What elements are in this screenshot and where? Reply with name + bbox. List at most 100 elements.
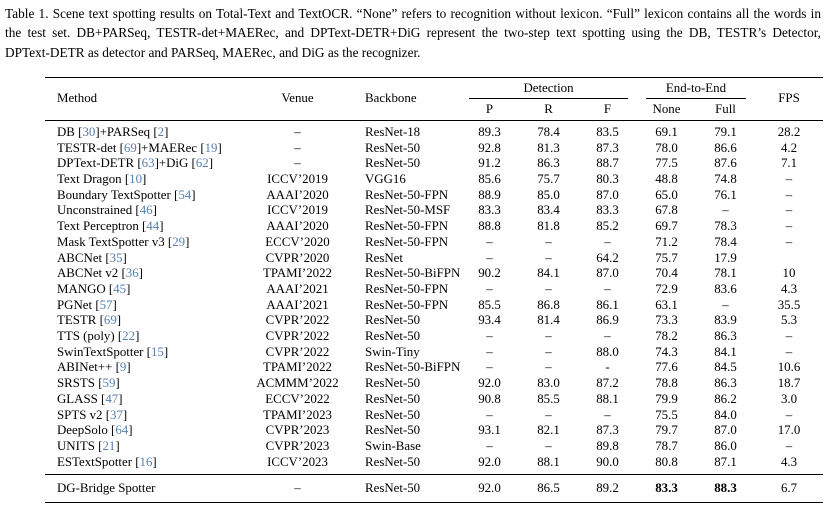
fps-cell: 10.6	[777, 360, 801, 375]
table-row: MANGO [45] AAAI’2021 ResNet-50-FPN – – – 72.9 8…	[45, 282, 823, 298]
backbone-cell: ResNet-50	[365, 407, 421, 422]
table-row: ABINet++ [9] TPAMI’2022 ResNet-50-BiFPN – – -…	[45, 360, 823, 376]
none-cell: 78.8	[655, 376, 678, 391]
citation-link[interactable]: 37	[110, 407, 123, 422]
none-cell: 71.2	[655, 234, 678, 249]
r-cell: –	[545, 344, 552, 359]
citation-link[interactable]: 57	[99, 297, 113, 312]
r-cell: 81.4	[537, 313, 560, 328]
citation-link[interactable]: 47	[105, 391, 119, 406]
citation-link[interactable]: 62	[195, 156, 209, 171]
citation-link[interactable]: 64	[115, 423, 129, 438]
method-cell: DB [30]+PARSeq [2]	[57, 124, 169, 139]
f-cell: –	[604, 234, 611, 249]
backbone-cell: ResNet-50	[355, 474, 460, 503]
method-cell: ABCNet v2 [36]	[57, 266, 143, 281]
none-cell: 72.9	[655, 281, 678, 296]
none-cell: 67.8	[655, 203, 678, 218]
p-cell: 92.0	[478, 454, 501, 469]
method-cell: Text Perceptron [44]	[57, 219, 164, 234]
citation-link[interactable]: 2	[157, 124, 165, 139]
backbone-cell: ResNet-50-FPN	[365, 219, 449, 234]
none-cell: 74.3	[655, 344, 678, 359]
fps-cell: 6.7	[755, 474, 823, 503]
col-header-none: None	[637, 98, 696, 121]
f-cell: 64.2	[596, 250, 619, 265]
method-cell: SRSTS [59]	[57, 376, 120, 391]
none-cell: 78.2	[655, 329, 678, 344]
col-header-method: Method	[45, 77, 240, 121]
table-row: ABCNet v2 [36] TPAMI’2022 ResNet-50-BiFPN 9…	[45, 266, 823, 282]
none-cell: 73.3	[655, 313, 678, 328]
r-cell: –	[545, 281, 552, 296]
citation-link[interactable]: 9	[119, 360, 127, 375]
paper-page: Table 1. Scene text spotting results on …	[0, 4, 825, 504]
citation-link[interactable]: 19	[204, 140, 218, 155]
citation-link[interactable]: 46	[139, 203, 153, 218]
table-row: SwinTextSpotter [15] CVPR’2022 Swin-Tiny – –…	[45, 345, 823, 361]
r-cell: –	[545, 438, 552, 453]
f-cell: 88.7	[596, 156, 619, 171]
fps-cell: 17.0	[777, 423, 801, 438]
fps-cell: –	[785, 172, 793, 186]
method-cell: DG-Bridge Spotter	[45, 474, 240, 503]
none-cell: 77.5	[655, 156, 678, 171]
citation-link[interactable]: 22	[122, 329, 136, 344]
col-header-backbone: Backbone	[355, 77, 460, 121]
f-cell: 85.2	[596, 219, 619, 234]
citation-link[interactable]: 15	[150, 344, 164, 359]
citation-link[interactable]: 54	[178, 187, 192, 202]
r-cell: 81.3	[537, 140, 560, 155]
full-cell: 78.4	[714, 234, 737, 249]
venue-cell: CVPR’2022	[265, 329, 330, 344]
r-cell: 82.1	[537, 423, 560, 438]
citation-link[interactable]: 36	[125, 266, 139, 281]
none-cell: 79.7	[655, 423, 678, 438]
f-cell: 89.2	[578, 474, 637, 503]
f-cell: 87.2	[596, 376, 619, 391]
venue-cell: –	[294, 140, 301, 155]
citation-link[interactable]: 16	[139, 454, 153, 469]
citation-link[interactable]: 35	[109, 250, 123, 265]
venue-cell: ICCV’2019	[267, 172, 328, 186]
venue-cell: ICCV’2019	[267, 203, 328, 218]
citation-link[interactable]: 69	[103, 313, 117, 328]
method-cell: UNITS [21]	[57, 438, 120, 453]
none-cell: 70.4	[655, 266, 678, 281]
none-cell: 65.0	[655, 187, 678, 202]
table-row: Text Dragon [10] ICCV’2019 VGG16 85.6 75.7 80…	[45, 172, 823, 188]
r-cell: –	[545, 250, 552, 265]
r-cell: –	[545, 407, 552, 422]
method-cell: ESTextSpotter [16]	[57, 454, 157, 469]
p-cell: 90.8	[478, 391, 501, 406]
citation-link[interactable]: 45	[113, 281, 127, 296]
col-header-fmeasure: F	[578, 98, 637, 121]
fps-cell: –	[785, 219, 793, 234]
citation-link[interactable]: 29	[172, 234, 186, 249]
backbone-cell: ResNet-50	[365, 454, 421, 469]
table-row: TESTR-det [69]+MAERec [19] – ResNet-50 92.8…	[45, 141, 823, 157]
citation-link[interactable]: 44	[146, 219, 160, 234]
citation-link[interactable]: 63	[141, 156, 155, 171]
venue-cell: ECCV’2020	[265, 234, 330, 249]
full-cell: 17.9	[714, 250, 737, 265]
r-cell: 88.1	[537, 454, 560, 469]
p-cell: 85.5	[478, 297, 501, 312]
citation-link[interactable]: 69	[123, 140, 137, 155]
citation-link[interactable]: 59	[102, 376, 116, 391]
full-cell: 86.3	[714, 329, 737, 344]
venue-cell: TPAMI’2022	[263, 266, 332, 281]
citation-link[interactable]: 10	[129, 172, 143, 186]
p-cell: 88.9	[478, 187, 501, 202]
method-cell: MANGO [45]	[57, 281, 131, 296]
full-cell: –	[722, 203, 729, 218]
citation-link[interactable]: 30	[82, 124, 96, 139]
fps-cell: 4.3	[780, 454, 798, 469]
p-cell: 89.3	[478, 124, 501, 139]
p-cell: 90.2	[478, 266, 501, 281]
full-cell: 76.1	[714, 187, 737, 202]
table-final-row-section: DG-Bridge Spotter – ResNet-50 92.0 86.5 89.2 8…	[45, 474, 823, 503]
p-cell: 92.0	[478, 376, 501, 391]
citation-link[interactable]: 21	[102, 438, 116, 453]
r-cell: –	[545, 360, 552, 375]
